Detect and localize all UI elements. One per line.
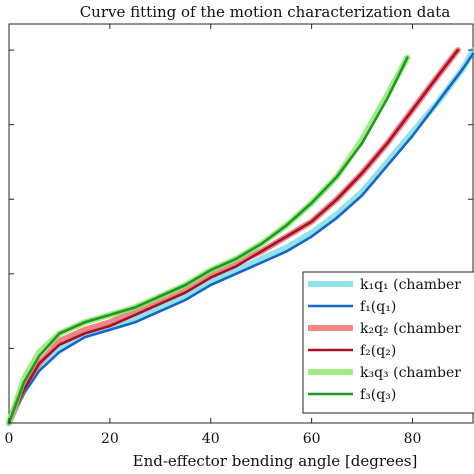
legend-label-3: k₂q₂ (chamber <box>360 321 461 337</box>
legend-label-4: f₂(q₂) <box>360 343 396 359</box>
series-line-2 <box>7 52 474 425</box>
legend-label-6: f₃(q₃) <box>360 387 396 403</box>
legend-label-1: k₁q₁ (chamber <box>360 277 461 293</box>
x-axis-label: End-effector bending angle [degrees] <box>133 452 418 470</box>
x-axis-ticks: 0 20 40 60 80 <box>5 24 422 447</box>
x-tick-label: 60 <box>303 431 321 447</box>
x-tick-label: 80 <box>404 431 422 447</box>
x-tick-label: 0 <box>5 431 14 447</box>
chart-title: Curve fitting of the motion characteriza… <box>80 3 451 21</box>
legend-box <box>302 271 474 414</box>
x-tick-label: 40 <box>202 431 220 447</box>
series-layer <box>6 47 474 426</box>
legend-label-2: f₁(q₁) <box>360 299 396 315</box>
x-tick-label: 20 <box>101 431 119 447</box>
legend-entries: k₁q₁ (chamber f₁(q₁) k₂q₂ (chamber f₂(q₂) k₃… <box>308 277 461 403</box>
legend-label-5: k₃q₃ (chamber <box>360 365 461 381</box>
series-line-1 <box>6 47 474 426</box>
series-line-4 <box>7 48 460 425</box>
legend: k₁q₁ (chamber f₁(q₁) k₂q₂ (chamber f₂(q₂) k₃… <box>302 271 474 414</box>
series-line-6 <box>7 56 409 425</box>
